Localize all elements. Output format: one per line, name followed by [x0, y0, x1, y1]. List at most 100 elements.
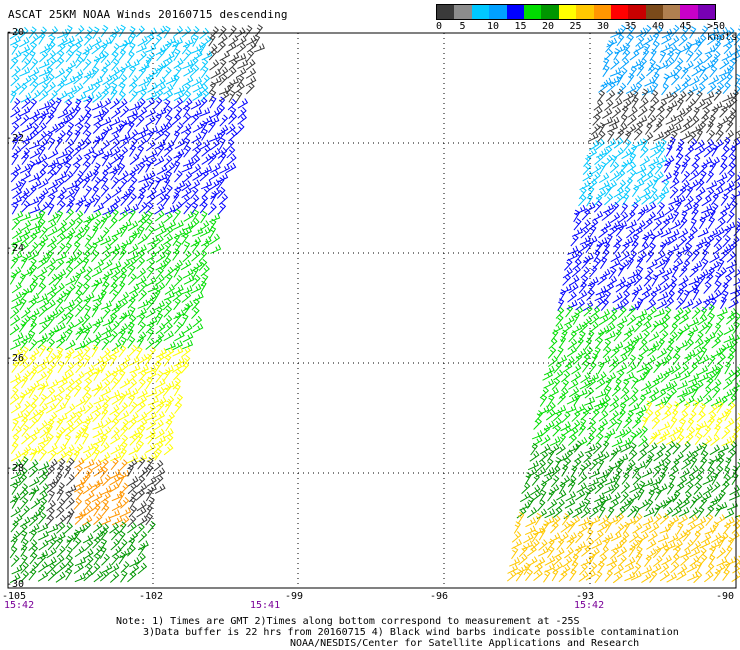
wind-barb	[47, 569, 57, 582]
wind-barb	[47, 314, 55, 327]
wind-barb	[110, 267, 121, 279]
wind-barb	[118, 248, 127, 261]
wind-barb	[73, 354, 84, 366]
wind-barb	[609, 360, 619, 373]
wind-barb	[615, 88, 624, 101]
wind-barb	[567, 520, 576, 533]
wind-barb	[138, 61, 150, 72]
wind-barb	[20, 332, 32, 343]
wind-barb	[680, 131, 691, 141]
wind-barb	[602, 241, 611, 255]
wind-barb	[137, 418, 148, 430]
wind-barb	[56, 336, 66, 349]
wind-barb	[128, 129, 139, 141]
wind-barb	[30, 280, 38, 294]
wind-barb	[700, 25, 709, 38]
wind-barb	[595, 138, 606, 151]
wind-barb	[120, 355, 131, 366]
wind-barb	[644, 554, 652, 567]
wind-barb	[628, 395, 638, 407]
wind-barb	[590, 352, 598, 366]
wind-barb	[164, 400, 172, 413]
wind-barb	[109, 482, 120, 493]
wind-barb	[626, 25, 635, 39]
wind-barb	[147, 432, 156, 445]
wind-barb	[657, 60, 669, 71]
wind-barb	[57, 313, 68, 325]
wind-barb	[616, 169, 626, 181]
wind-barb	[56, 413, 68, 423]
wind-barb	[518, 553, 528, 566]
wind-barb	[733, 278, 740, 286]
wind-barb	[162, 384, 171, 397]
wind-barb	[11, 146, 22, 158]
wind-barb	[538, 450, 549, 463]
wind-barb	[580, 275, 589, 288]
wind-barb	[676, 287, 685, 301]
wind-barb	[55, 417, 64, 431]
wind-barb	[709, 252, 720, 264]
wind-barb	[201, 145, 211, 157]
wind-barb	[37, 153, 48, 165]
wind-barb	[664, 393, 672, 406]
wind-barb	[631, 289, 639, 302]
wind-barb	[680, 554, 690, 566]
wind-barb	[37, 122, 47, 134]
wind-barb	[73, 497, 83, 510]
wind-barb	[82, 72, 92, 85]
wind-barb	[629, 49, 640, 61]
wind-barb	[101, 426, 112, 438]
wind-barb	[227, 153, 237, 166]
wind-barb	[101, 82, 111, 95]
wind-barb	[57, 377, 68, 389]
wind-barb	[697, 314, 708, 326]
wind-barb	[661, 544, 671, 558]
wind-barb	[137, 562, 148, 575]
wind-barb	[608, 307, 618, 320]
wind-barb	[680, 122, 691, 134]
wind-barb	[120, 418, 129, 431]
wind-barb	[677, 563, 688, 575]
wind-barb	[11, 218, 21, 231]
wind-barb	[201, 240, 210, 253]
wind-barb	[617, 122, 628, 134]
wind-barb	[630, 201, 639, 215]
wind-barb	[64, 188, 75, 200]
wind-barb	[530, 442, 538, 456]
wind-barb	[236, 35, 247, 47]
wind-barb	[92, 136, 101, 149]
wind-barb	[655, 105, 665, 118]
wind-barb	[648, 58, 656, 72]
wind-barb	[698, 74, 709, 86]
wind-barb	[704, 272, 714, 285]
wind-barb	[28, 67, 40, 78]
wind-barb	[145, 43, 157, 53]
wind-barb	[46, 394, 57, 405]
wind-barb	[147, 496, 155, 509]
wind-barb	[635, 410, 645, 423]
wind-barb	[126, 50, 135, 64]
wind-barb	[36, 293, 48, 304]
wind-barb	[65, 146, 75, 159]
wind-barb	[692, 287, 700, 301]
wind-barb	[37, 522, 49, 533]
wind-barb	[720, 480, 730, 493]
wind-barb	[18, 82, 28, 95]
wind-barb	[137, 193, 145, 206]
wind-barb	[102, 205, 114, 216]
wind-barb	[705, 505, 715, 518]
wind-barb	[110, 370, 119, 383]
wind-barb	[102, 268, 114, 280]
wind-barb	[109, 243, 121, 254]
wind-barb	[156, 164, 168, 175]
wind-barb	[691, 384, 699, 398]
wind-barb	[628, 544, 636, 558]
wind-barb	[655, 397, 667, 407]
wind-barb	[682, 105, 693, 117]
wind-barb	[91, 169, 99, 182]
wind-barb	[74, 371, 85, 383]
wind-barb	[621, 378, 630, 392]
wind-barb	[172, 74, 180, 87]
wind-barb	[681, 401, 691, 413]
wind-barb	[713, 234, 723, 248]
